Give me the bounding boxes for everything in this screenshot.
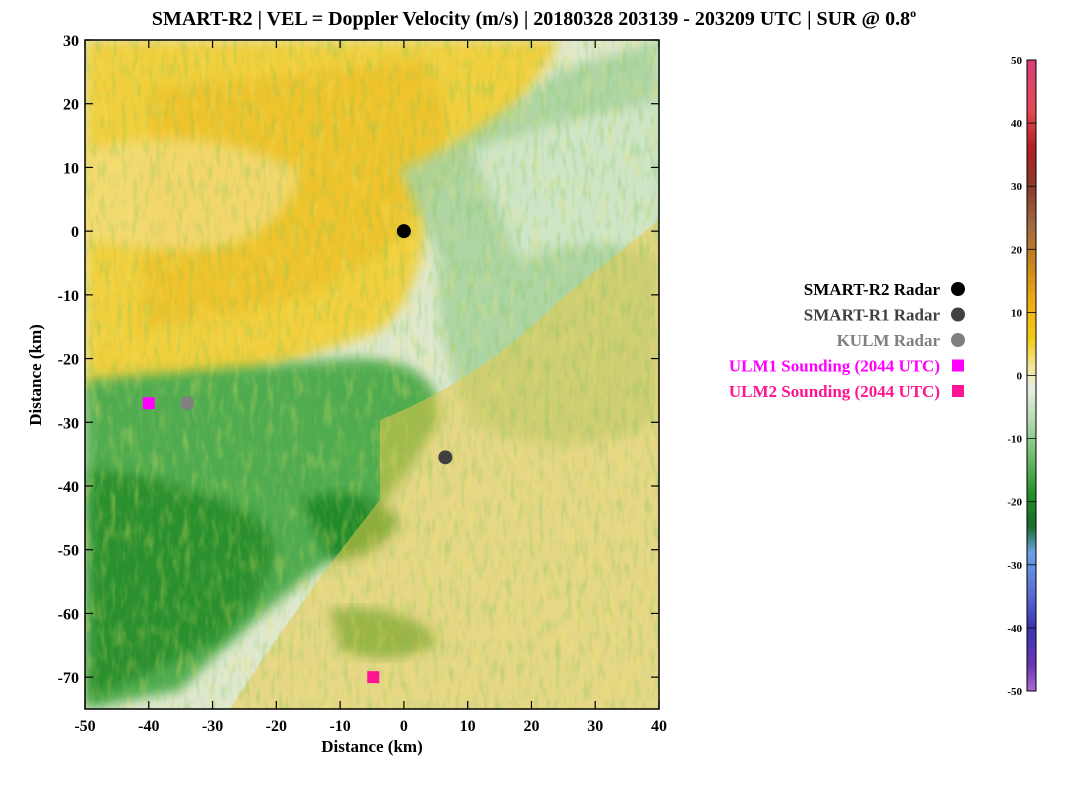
site-marker <box>180 396 195 411</box>
y-tick-label: -20 <box>58 352 79 369</box>
x-tick-label: 30 <box>587 718 603 735</box>
y-tick-label: 20 <box>63 97 79 114</box>
y-tick-label: -60 <box>58 606 79 623</box>
y-tick-label: -50 <box>58 543 79 560</box>
colorbar-tick-label: 30 <box>1011 181 1023 193</box>
legend-marker <box>951 307 965 322</box>
colorbar-tick-label: -20 <box>1007 497 1022 509</box>
x-tick-label: -50 <box>74 718 95 735</box>
site-markers <box>142 224 453 684</box>
x-tick-label: -20 <box>266 718 287 735</box>
x-tick-label: -40 <box>138 718 159 735</box>
colorbar-tick-label: 10 <box>1011 307 1023 319</box>
site-marker <box>396 224 411 239</box>
x-tick-label: 40 <box>651 718 667 735</box>
x-axis: -50 -40 -30 -20 -10 0 10 20 30 40 <box>74 40 667 735</box>
y-tick-label: -10 <box>58 288 79 305</box>
legend-label: KULM Radar <box>837 331 941 350</box>
x-tick-label: 20 <box>523 718 539 735</box>
y-tick-label: -40 <box>58 479 79 496</box>
y-tick-label: -30 <box>58 415 79 432</box>
y-tick-label: -70 <box>58 670 79 687</box>
x-tick-label: 10 <box>460 718 476 735</box>
colorbar-tick-label: 50 <box>1011 55 1023 67</box>
sounding-marker <box>142 397 155 410</box>
x-axis-label: Distance (km) <box>321 737 423 756</box>
velocity-field <box>85 40 659 709</box>
legend-label: ULM2 Sounding (2044 UTC) <box>729 382 940 401</box>
plot-frame <box>84 39 660 710</box>
legend-label: ULM1 Sounding (2044 UTC) <box>729 357 940 376</box>
y-axis-label: Distance (km) <box>26 324 45 426</box>
site-marker <box>438 450 453 465</box>
colorbar-tick-label: 20 <box>1011 244 1023 256</box>
colorbar-tick-label: 0 <box>1017 371 1023 383</box>
x-tick-label: 0 <box>400 718 408 735</box>
legend-marker <box>951 282 965 296</box>
x-tick-label: -30 <box>202 718 223 735</box>
colorbar-tick-label: -30 <box>1007 560 1022 572</box>
sounding-marker <box>367 671 380 684</box>
chart-title: SMART-R2 | VEL = Doppler Velocity (m/s) … <box>152 6 916 30</box>
legend-label: SMART-R2 Radar <box>804 280 941 299</box>
y-tick-label: 30 <box>63 33 79 50</box>
y-tick-label: 10 <box>63 160 79 177</box>
x-tick-label: -10 <box>329 718 350 735</box>
legend-marker <box>952 359 964 372</box>
legend-marker <box>952 385 964 397</box>
colorbar-tick-label: -10 <box>1007 434 1022 446</box>
colorbar-tick-label: -50 <box>1007 686 1022 698</box>
legend-label: SMART-R1 Radar <box>804 306 941 325</box>
colorbar: 50 40 30 20 10 0 -10 -20 -30 -40 -50 <box>1007 55 1037 698</box>
y-tick-label: 0 <box>71 224 79 241</box>
legend: SMART-R2 Radar SMART-R1 Radar KULM Radar UL… <box>729 280 965 401</box>
colorbar-tick-label: -40 <box>1007 623 1022 635</box>
colorbar-tick-label: 40 <box>1011 118 1023 130</box>
y-axis: 30 20 10 0 -10 -20 -30 -40 -50 -60 -70 <box>58 33 659 687</box>
legend-marker <box>951 333 965 347</box>
